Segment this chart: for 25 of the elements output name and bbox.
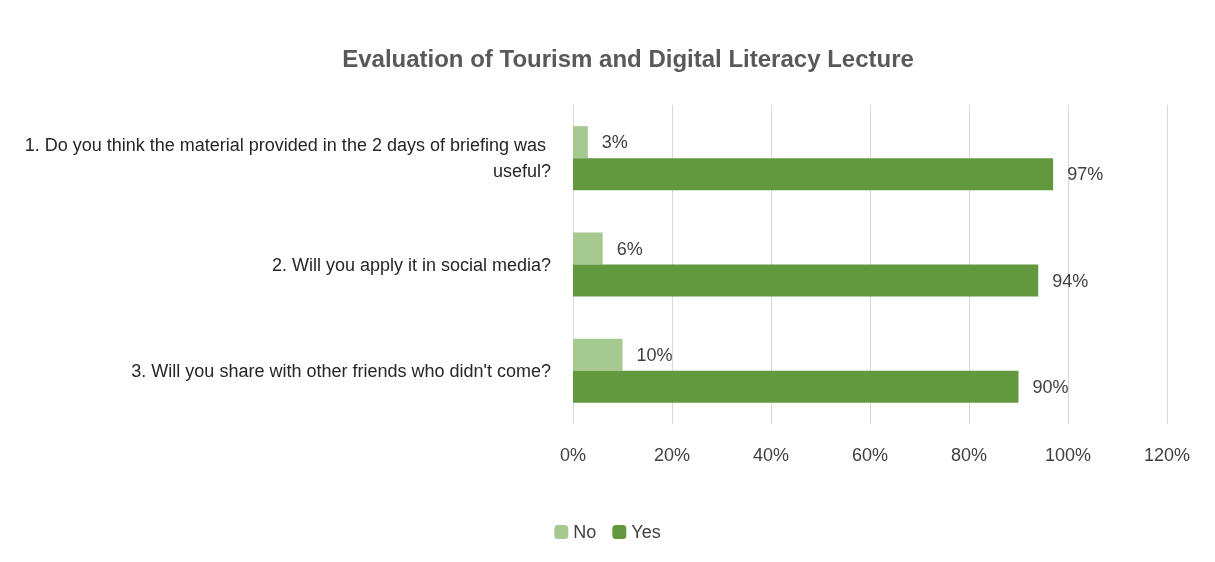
data-label: 97%: [1067, 164, 1104, 185]
x-tick-label: 0%: [559, 445, 587, 465]
legend-label: Yes: [631, 522, 661, 542]
x-tick-label: 20%: [653, 445, 691, 465]
y-tick-label: 3. Will you share with other friends who didn't come?: [131, 360, 551, 381]
bar: [573, 158, 1054, 191]
bar: [573, 264, 1039, 297]
x-tick-label: 40%: [752, 445, 790, 465]
legend-label: No: [573, 522, 597, 542]
bar: [573, 338, 623, 371]
bar: [573, 232, 603, 265]
x-tick-label: 80%: [950, 445, 988, 465]
data-label: 3%: [601, 132, 628, 153]
x-tick-label: 100%: [1044, 445, 1092, 465]
data-label: 6%: [616, 238, 643, 259]
data-label: 90%: [1032, 376, 1069, 397]
data-label: 94%: [1052, 270, 1089, 291]
bar: [573, 126, 588, 159]
bar: [573, 370, 1019, 403]
y-tick-label: 1. Do you think the material provided in the 2 days of briefing was useful?: [24, 135, 551, 182]
x-tick-label: 60%: [851, 445, 889, 465]
y-tick-label: 2. Will you apply it in social media?: [271, 254, 551, 275]
x-tick-label: 120%: [1143, 445, 1191, 465]
data-label: 10%: [636, 344, 673, 365]
chart-title: Evaluation of Tourism and Digital Literacy Lecture: [342, 44, 914, 72]
